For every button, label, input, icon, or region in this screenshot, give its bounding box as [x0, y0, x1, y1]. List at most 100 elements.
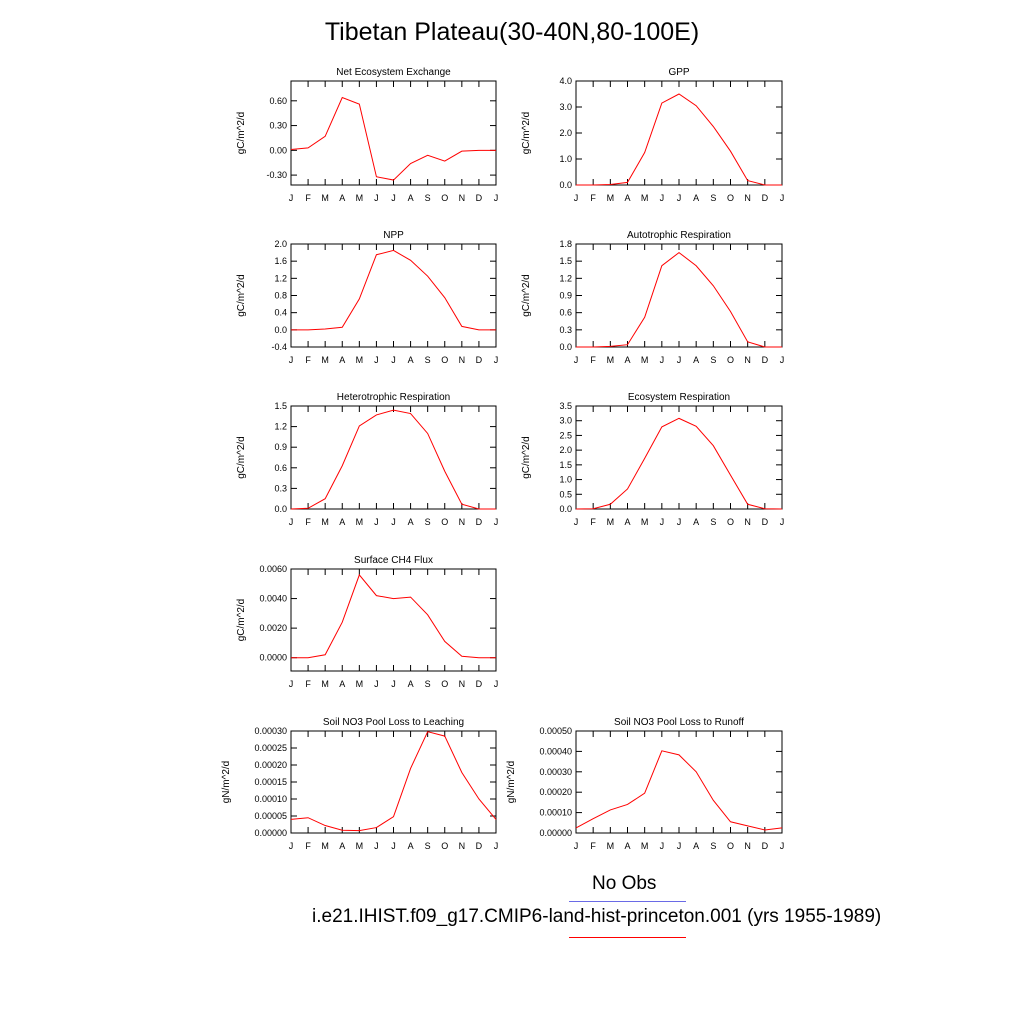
x-tick-label: F	[305, 193, 311, 203]
y-tick-label: 0.00025	[254, 743, 287, 753]
y-tick-label: 0.0	[274, 325, 287, 335]
x-tick-label: A	[339, 679, 345, 689]
chart-title: GPP	[668, 67, 689, 78]
y-tick-label: 0.0	[274, 504, 287, 514]
y-tick-label: 0.00020	[539, 787, 572, 797]
x-tick-label: D	[476, 679, 483, 689]
x-tick-label: J	[374, 355, 379, 365]
x-tick-label: A	[408, 679, 414, 689]
x-tick-label: J	[374, 841, 379, 851]
x-tick-label: A	[408, 841, 414, 851]
legend-model-line	[569, 937, 686, 938]
y-tick-label: 0.0	[559, 342, 572, 352]
y-tick-label: 0.0000	[259, 653, 287, 663]
x-tick-label: M	[321, 355, 329, 365]
x-tick-label: J	[494, 193, 499, 203]
x-tick-label: A	[624, 355, 630, 365]
x-tick-label: J	[677, 355, 682, 365]
y-tick-label: 0.00010	[539, 808, 572, 818]
x-tick-label: M	[641, 355, 649, 365]
x-tick-label: M	[607, 193, 615, 203]
plot-frame	[575, 243, 783, 348]
x-tick-label: O	[441, 193, 448, 203]
x-tick-label: S	[425, 517, 431, 527]
x-tick-label: J	[494, 355, 499, 365]
x-tick-label: D	[762, 841, 769, 851]
x-tick-label: M	[321, 841, 329, 851]
plot-frame	[290, 405, 497, 510]
y-tick-label: 2.0	[274, 239, 287, 249]
x-tick-label: N	[459, 517, 466, 527]
x-tick-label: J	[289, 841, 294, 851]
x-tick-label: D	[762, 193, 769, 203]
y-tick-label: 0.9	[559, 291, 572, 301]
y-tick-label: 2.0	[559, 445, 572, 455]
series-line	[290, 409, 496, 510]
x-tick-label: O	[441, 841, 448, 851]
plot-frame	[290, 80, 497, 186]
x-tick-label: M	[607, 841, 615, 851]
chart-title: Net Ecosystem Exchange	[336, 67, 451, 78]
series-line	[291, 249, 496, 331]
x-tick-label: J	[289, 193, 294, 203]
y-tick-label: 0.6	[274, 463, 287, 473]
y-tick-label: 0.00	[269, 145, 287, 155]
x-tick-label: F	[590, 193, 596, 203]
series-line	[576, 93, 782, 186]
y-tick-label: 1.5	[274, 401, 287, 411]
y-tick-label: 0.00015	[254, 777, 287, 787]
y-tick-label: 2.5	[559, 430, 572, 440]
x-tick-label: J	[574, 517, 579, 527]
x-tick-label: F	[305, 355, 311, 365]
x-tick-label: S	[425, 841, 431, 851]
x-tick-label: O	[441, 355, 448, 365]
y-tick-label: 1.0	[559, 154, 572, 164]
x-tick-label: F	[590, 841, 596, 851]
x-tick-label: A	[693, 355, 699, 365]
x-tick-label: J	[289, 679, 294, 689]
x-tick-label: M	[607, 517, 615, 527]
y-tick-label: 1.8	[559, 239, 572, 249]
y-tick-label: 0.9	[274, 442, 287, 452]
x-tick-label: M	[356, 679, 364, 689]
x-tick-label: J	[660, 193, 665, 203]
y-tick-label: 1.5	[559, 460, 572, 470]
y-tick-label: 0.4	[274, 308, 287, 318]
x-tick-label: M	[641, 517, 649, 527]
y-tick-label: 0.0060	[259, 564, 287, 574]
x-tick-label: J	[574, 355, 579, 365]
x-tick-label: D	[476, 517, 483, 527]
x-tick-label: M	[356, 193, 364, 203]
x-tick-label: J	[574, 841, 579, 851]
y-axis-label: gC/m^2/d	[236, 274, 247, 317]
page-title: Tibetan Plateau(30-40N,80-100E)	[324, 18, 700, 46]
y-tick-label: 0.00000	[539, 828, 572, 838]
x-tick-label: O	[727, 355, 734, 365]
x-tick-label: O	[727, 841, 734, 851]
series-line	[575, 750, 783, 831]
x-tick-label: D	[476, 841, 483, 851]
x-tick-label: J	[660, 355, 665, 365]
y-tick-label: 1.2	[274, 273, 287, 283]
x-tick-label: A	[339, 355, 345, 365]
y-axis-label: gN/m^2/d	[221, 761, 232, 804]
x-tick-label: J	[677, 193, 682, 203]
x-tick-label: M	[356, 517, 364, 527]
x-tick-label: J	[780, 517, 785, 527]
plot-frame	[290, 243, 497, 348]
x-tick-label: J	[677, 517, 682, 527]
y-tick-label: 0.60	[269, 96, 287, 106]
y-tick-label: 0.00020	[254, 760, 287, 770]
x-tick-label: M	[356, 841, 364, 851]
y-tick-label: 4.0	[559, 76, 572, 86]
x-tick-label: J	[374, 193, 379, 203]
series-line	[291, 573, 496, 659]
x-tick-label: A	[408, 355, 414, 365]
